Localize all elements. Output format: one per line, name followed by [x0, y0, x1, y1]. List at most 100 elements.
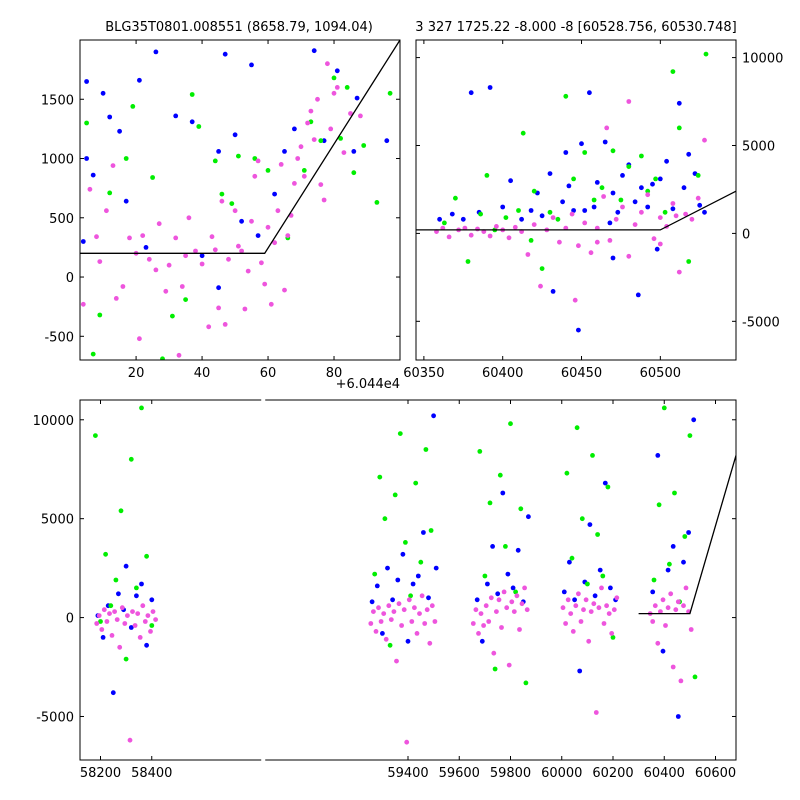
top-left-point-green-8: [196, 124, 202, 129]
top-right-point-pink-44: [604, 125, 610, 131]
bottom-point-pink-38: [404, 739, 410, 745]
top-right-point-pink-38: [676, 269, 682, 275]
bottom-point-blue-7: [128, 625, 134, 630]
bottom-point-blue-27: [479, 638, 485, 644]
top-right-point-green-9: [531, 188, 537, 194]
bottom-point-pink-51: [473, 607, 479, 613]
bottom-point-green-46: [661, 405, 667, 411]
top-right-point-pink-19: [557, 239, 562, 245]
top-left-point-blue-7: [153, 49, 159, 55]
bottom-point-green-51: [687, 433, 693, 438]
top-right-point-pink-8: [487, 233, 493, 239]
top-left-point-pink-63: [255, 158, 261, 164]
top-left-series-blue: [80, 48, 390, 291]
top-left-point-pink-45: [295, 156, 301, 161]
top-right-point-blue-5: [487, 85, 493, 90]
bottom-point-pink-32: [388, 617, 394, 622]
top-left-point-green-25: [160, 356, 165, 360]
top-left-point-blue-0: [84, 79, 89, 84]
top-right-point-blue-33: [645, 204, 651, 210]
bottom-point-green-52: [692, 674, 698, 680]
bottom-point-pink-96: [652, 603, 658, 609]
bottom-point-pink-52: [476, 631, 481, 636]
top-right-point-blue-14: [560, 199, 565, 205]
bottom-point-pink-69: [519, 601, 525, 607]
top-right-point-green-3: [478, 211, 483, 217]
top-left-point-pink-56: [331, 90, 337, 96]
top-right-point-green-26: [676, 125, 682, 131]
bottom-series-pink: [94, 585, 694, 745]
top-left-point-pink-24: [219, 198, 225, 204]
top-right-point-blue-12: [547, 171, 553, 177]
bottom-point-pink-31: [386, 603, 392, 609]
top-right-point-pink-29: [620, 204, 625, 210]
bottom-point-pink-57: [488, 595, 494, 601]
bottom-point-green-4: [113, 577, 119, 583]
top-right-point-pink-23: [582, 220, 588, 226]
top-right-axes-frame: [415, 39, 737, 361]
top-left-point-pink-53: [321, 197, 327, 203]
top-left-point-pink-1: [87, 186, 93, 192]
top-right-point-blue-32: [639, 185, 644, 191]
bottom-point-pink-100: [663, 623, 668, 628]
top-right-point-blue-40: [686, 151, 692, 157]
bottom-point-pink-101: [665, 605, 671, 611]
bottom-point-blue-48: [650, 589, 656, 595]
top-left-point-green-15: [301, 168, 307, 173]
top-right-point-blue-25: [607, 220, 613, 226]
bottom-point-blue-24: [431, 413, 436, 419]
bottom-point-pink-29: [381, 611, 387, 616]
bottom-point-blue-19: [405, 638, 411, 644]
top-right-point-pink-48: [673, 213, 679, 219]
top-left-point-blue-5: [117, 128, 122, 134]
bottom-point-blue-8: [134, 593, 139, 599]
bottom-point-blue-9: [139, 581, 144, 587]
bottom-point-pink-24: [368, 621, 374, 626]
top-right-point-pink-5: [468, 232, 474, 238]
bottom-point-green-26: [487, 500, 493, 506]
bottom-point-blue-37: [561, 589, 567, 595]
bottom-point-pink-27: [376, 605, 381, 611]
bottom-point-blue-40: [577, 668, 583, 674]
top-left-title: BLG35T0801.008551 (8658.79, 1094.04): [105, 20, 373, 35]
top-right-point-blue-15: [563, 150, 569, 155]
bottom-point-pink-54: [481, 623, 486, 628]
top-left-point-green-6: [170, 313, 175, 319]
bottom-xtick-label-4: 59800: [490, 766, 531, 781]
bottom-point-blue-15: [385, 565, 390, 571]
top-left-point-pink-12: [156, 221, 162, 227]
top-left-point-pink-55: [328, 126, 334, 132]
bottom-point-pink-50: [470, 621, 476, 626]
bottom-point-green-9: [139, 405, 144, 411]
bottom-point-pink-46: [424, 607, 430, 613]
bottom-point-blue-23: [426, 595, 431, 601]
top-left-ytick-label-0: -500: [44, 330, 74, 345]
top-right-point-blue-43: [702, 209, 707, 215]
bottom-point-green-13: [377, 474, 383, 480]
top-left-point-blue-27: [239, 218, 245, 224]
top-left-point-green-7: [189, 92, 195, 97]
top-left-point-pink-36: [265, 224, 271, 230]
top-left-point-green-18: [331, 75, 337, 81]
top-left-point-green-21: [361, 143, 367, 148]
top-right-point-green-0: [442, 220, 447, 226]
top-left-point-pink-48: [305, 120, 310, 126]
bottom-point-pink-82: [586, 638, 592, 644]
top-right-point-pink-14: [525, 252, 531, 257]
top-right-point-blue-34: [650, 181, 655, 187]
bottom-point-green-31: [513, 589, 518, 595]
top-right-series-blue: [437, 85, 707, 333]
bottom-axis-breaks: [261, 399, 266, 762]
top-right-point-pink-28: [613, 216, 619, 222]
top-left-point-blue-20: [351, 149, 357, 154]
bottom-point-green-8: [134, 585, 139, 591]
bottom-point-pink-3: [101, 607, 107, 613]
bottom-point-green-32: [518, 506, 524, 512]
top-left-point-green-12: [236, 153, 241, 159]
top-right-point-green-1: [453, 195, 458, 201]
bottom-point-blue-3: [110, 690, 116, 696]
top-left-point-green-19: [338, 136, 343, 141]
bottom-point-pink-68: [517, 627, 522, 632]
top-right-point-blue-9: [528, 208, 534, 213]
top-left-point-pink-0: [80, 301, 86, 307]
